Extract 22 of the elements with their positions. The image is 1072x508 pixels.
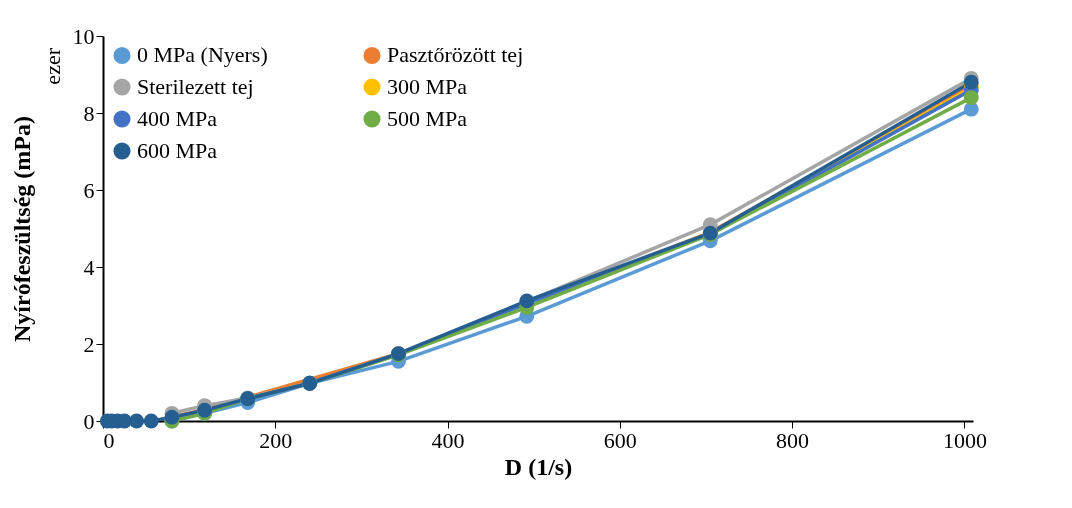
legend-label: 0 MPa (Nyers): [137, 42, 268, 68]
legend-label: 500 MPa: [387, 106, 468, 131]
legend-label: 600 MPa: [137, 138, 218, 163]
legend-label: 300 MPa: [387, 74, 468, 99]
x-tick-label: 0: [103, 427, 115, 453]
x-axis-title: D (1/s): [504, 453, 573, 480]
y-tick-label: 8: [83, 100, 95, 126]
y-tick-label: 0: [83, 408, 95, 434]
y-tick-label: 6: [83, 177, 95, 203]
x-tick-label: 600: [603, 427, 637, 453]
text: ezer: [40, 47, 65, 85]
x-tick-label: 400: [431, 427, 465, 453]
y-tick-label: 2: [83, 331, 95, 357]
legend-label: 400 MPa: [137, 106, 218, 131]
legend-label: Sterilezett tej: [137, 74, 254, 99]
y-axis-title: Nyírófeszültség (mPa): [8, 116, 35, 342]
x-tick-label: 800: [776, 427, 810, 453]
x-tick-label: 1000: [942, 427, 987, 453]
y-tick-label: 4: [83, 254, 95, 280]
x-tick-label: 200: [259, 427, 293, 453]
y-tick-label: 10: [72, 23, 95, 49]
legend-label: Pasztőrözött tej: [387, 42, 524, 68]
